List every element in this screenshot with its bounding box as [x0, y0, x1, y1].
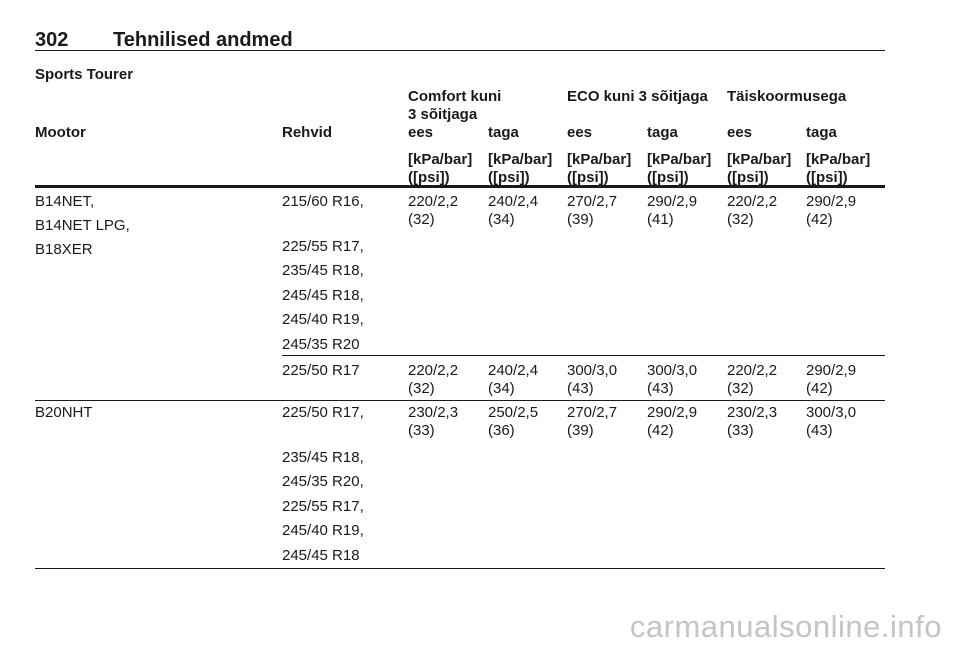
column-header: taga: [488, 124, 519, 141]
column-header: Mootor: [35, 124, 86, 141]
pressure-value: 290/2,9: [647, 404, 698, 421]
column-header: taga: [647, 124, 678, 141]
pressure-value: (32): [408, 380, 435, 397]
column-header: ees: [408, 124, 434, 141]
unit-header: ([psi]): [806, 169, 848, 186]
pressure-value: 240/2,4: [488, 193, 539, 210]
tire-size: 215/60 R16,: [282, 193, 364, 210]
pressure-value: 220/2,2: [408, 362, 459, 379]
pressure-value: 290/2,9: [806, 362, 857, 379]
pressure-value: (36): [488, 422, 515, 439]
tire-size: 235/45 R18,: [282, 448, 364, 466]
section-title: Sports Tourer: [35, 66, 134, 83]
pressure-value: 230/2,3: [727, 404, 778, 421]
pressure-value: 240/2,4: [488, 362, 539, 379]
pressure-value: 300/3,0: [806, 404, 857, 421]
pressure-value: 290/2,9: [647, 193, 698, 210]
tire-size: 245/45 R18,: [282, 286, 364, 304]
pressure-value: (32): [727, 211, 754, 228]
pressure-value: (43): [567, 380, 594, 397]
pressure-value: 220/2,2: [727, 362, 778, 379]
group-header: Täiskoormusega: [727, 88, 847, 105]
unit-header: ([psi]): [408, 169, 450, 186]
group-header: ECO kuni 3 sõitjaga: [567, 88, 708, 105]
pressure-value: (33): [408, 422, 435, 439]
pressure-value: 220/2,2: [408, 193, 459, 210]
unit-header: ([psi]): [567, 169, 609, 186]
pressure-value: 220/2,2: [727, 193, 778, 210]
tire-size: 245/45 R18: [282, 546, 360, 564]
unit-header: [kPa/bar]: [488, 151, 553, 168]
row-rule: [282, 355, 885, 356]
pressure-value: 230/2,3: [408, 404, 459, 421]
motor: B14NET,: [35, 193, 95, 210]
tire-size: 225/55 R17,: [282, 497, 364, 515]
column-header: ees: [567, 124, 593, 141]
pressure-value: (43): [647, 380, 674, 397]
pressure-value: 300/3,0: [647, 362, 698, 379]
tire-size: 245/40 R19,: [282, 311, 364, 328]
column-header: Rehvid: [282, 124, 333, 141]
pressure-value: 270/2,7: [567, 404, 618, 421]
pressure-value: 290/2,9: [806, 193, 857, 210]
pressure-value: 270/2,7: [567, 193, 618, 210]
unit-header: [kPa/bar]: [727, 151, 792, 168]
unit-header: ([psi]): [647, 169, 689, 186]
pressure-value: (43): [806, 422, 833, 439]
tire-size: 225/50 R17,: [282, 404, 364, 421]
unit-header: ([psi]): [488, 169, 530, 186]
motor: B20NHT: [35, 404, 93, 421]
pressure-value: (42): [806, 380, 833, 397]
unit-header: [kPa/bar]: [408, 151, 473, 168]
column-header: taga: [806, 124, 837, 141]
pressure-value: (34): [488, 380, 515, 397]
tire-size: 225/55 R17,: [282, 237, 364, 255]
column-header: ees: [727, 124, 753, 141]
tire-size: 245/35 R20,: [282, 473, 364, 490]
row-rule: [35, 400, 885, 401]
tire-size: 225/50 R17: [282, 362, 360, 379]
header-bottom-rule: [35, 185, 885, 188]
tire-size: 245/35 R20: [282, 335, 360, 353]
unit-header: ([psi]): [727, 169, 769, 186]
motor: B18XER: [35, 241, 93, 259]
pressure-value: (32): [408, 211, 435, 228]
page-number: 302: [35, 29, 69, 51]
unit-header: [kPa/bar]: [567, 151, 632, 168]
pressure-value: (41): [647, 211, 674, 228]
watermark: carmanualsonline.info: [629, 609, 942, 644]
pressure-value: (32): [727, 380, 754, 397]
pressure-value: 250/2,5: [488, 404, 539, 421]
page-title: Tehnilised andmed: [113, 29, 293, 51]
pressure-value: (42): [806, 211, 833, 228]
pressure-value: (39): [567, 422, 594, 439]
pressure-value: (42): [647, 422, 674, 439]
table-bottom-rule: [35, 568, 885, 569]
unit-header: [kPa/bar]: [806, 151, 871, 168]
unit-header: [kPa/bar]: [647, 151, 712, 168]
pressure-value: (39): [567, 211, 594, 228]
tire-size: 245/40 R19,: [282, 522, 364, 539]
header-rule: [35, 50, 885, 51]
pressure-value: (33): [727, 422, 754, 439]
pressure-value: (34): [488, 211, 515, 228]
pressure-value: 300/3,0: [567, 362, 618, 379]
group-header: Comfort kuni: [408, 88, 502, 105]
tire-size: 235/45 R18,: [282, 262, 364, 279]
motor: B14NET LPG,: [35, 217, 130, 235]
group-header: 3 sõitjaga: [408, 106, 478, 123]
